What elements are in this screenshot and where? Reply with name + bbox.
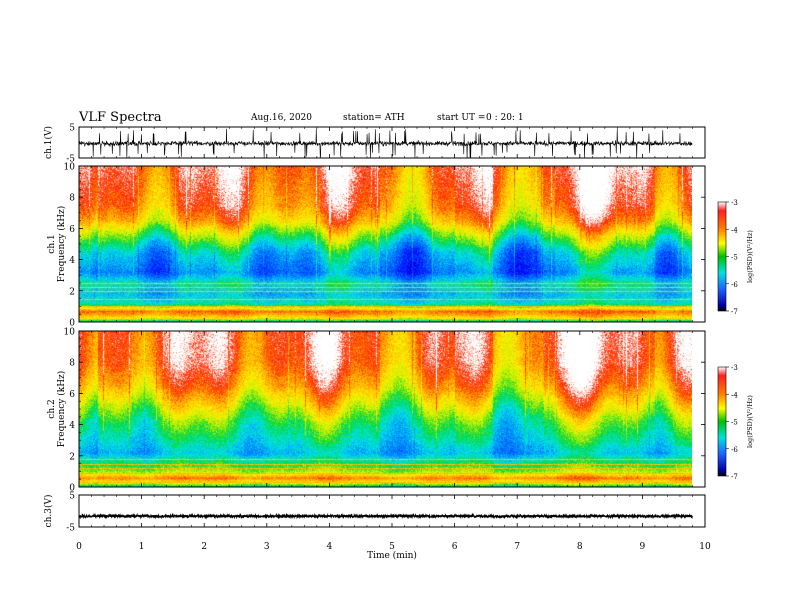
colorbar-tick-label: -6 (731, 446, 738, 454)
colorbar-tick-label: -3 (731, 199, 738, 207)
x-tick-label: 3 (264, 542, 270, 552)
header-date: Aug.16, 2020 (251, 113, 312, 123)
header-title: VLF Spectra (79, 110, 162, 125)
x-tick-label: 10 (699, 542, 711, 552)
colorbar (717, 201, 727, 312)
x-tick-label: 6 (452, 542, 458, 552)
ch1-waveform-trace (78, 128, 693, 159)
y-tick-label: 5 (69, 492, 75, 502)
y-tick-label: 4 (69, 256, 75, 266)
colorbar-tick-label: -4 (731, 391, 738, 399)
y-axis-label: ch.2 Frequency (kHz) (47, 371, 67, 448)
colorbar (717, 366, 727, 477)
y-axis-label-line: ch.3(V) (43, 495, 54, 528)
y-tick-label: 6 (69, 390, 75, 400)
x-tick-label: 4 (327, 542, 333, 552)
colorbar-tick-label: -5 (731, 419, 738, 427)
x-tick-label: 8 (577, 542, 583, 552)
y-tick-label: 5 (69, 124, 75, 134)
x-tick-label: 9 (640, 542, 646, 552)
y-tick-label: 8 (69, 194, 75, 204)
header-station: station= ATH (343, 113, 405, 123)
y-axis-label-line: Frequency (kHz) (56, 371, 67, 448)
x-tick-label: 0 (76, 542, 82, 552)
spectrogram-image (79, 331, 692, 487)
y-tick-label: 4 (69, 421, 75, 431)
colorbar-tick-label: -5 (731, 254, 738, 262)
x-tick-label: 7 (514, 542, 520, 552)
y-tick-label: 2 (69, 452, 75, 462)
colorbar-label-text: log(PSD)(V²/Hz) (746, 230, 754, 283)
y-axis-label-line: ch.1(V) (43, 126, 54, 159)
spectrogram-image (79, 166, 692, 322)
y-tick-label: 10 (64, 328, 76, 338)
header-start-time: 0 : 20: 1 (486, 113, 524, 123)
y-tick-label: -5 (66, 524, 75, 534)
colorbar-label: log(PSD)(V²/Hz) (746, 395, 754, 448)
y-axis-label-line: ch.1 (47, 234, 57, 253)
y-tick-label: 8 (69, 359, 75, 369)
x-tick-label: 1 (139, 542, 145, 552)
y-tick-label: 0 (69, 484, 75, 494)
panel-frame (78, 494, 706, 528)
colorbar-tick-label: -7 (731, 473, 738, 481)
y-axis-label-line: ch.2 (47, 399, 57, 418)
y-axis-label-line: Frequency (kHz) (56, 206, 67, 283)
y-tick-label: 2 (69, 287, 75, 297)
y-axis-label: ch.1(V) (43, 126, 54, 159)
header-start-label: start UT = (437, 113, 486, 123)
y-tick-label: 10 (64, 163, 76, 173)
colorbar-label: log(PSD)(V²/Hz) (746, 230, 754, 283)
y-tick-label: 6 (69, 225, 75, 235)
ch3-waveform-trace (78, 512, 693, 520)
colorbar-label-text: log(PSD)(V²/Hz) (746, 395, 754, 448)
colorbar-tick-label: -7 (731, 308, 738, 316)
colorbar-tick-label: -6 (731, 281, 738, 289)
y-axis-label: ch.3(V) (43, 495, 54, 528)
y-axis-label: ch.1 Frequency (kHz) (47, 206, 67, 283)
y-tick-label: 0 (69, 319, 75, 329)
x-tick-label: 2 (201, 542, 207, 552)
colorbar-tick-label: -3 (731, 364, 738, 372)
x-axis-label: Time (min) (367, 550, 417, 561)
y-tick-label: -5 (66, 155, 75, 165)
colorbar-tick-label: -4 (731, 226, 738, 234)
x-tick-label: 5 (389, 542, 395, 552)
